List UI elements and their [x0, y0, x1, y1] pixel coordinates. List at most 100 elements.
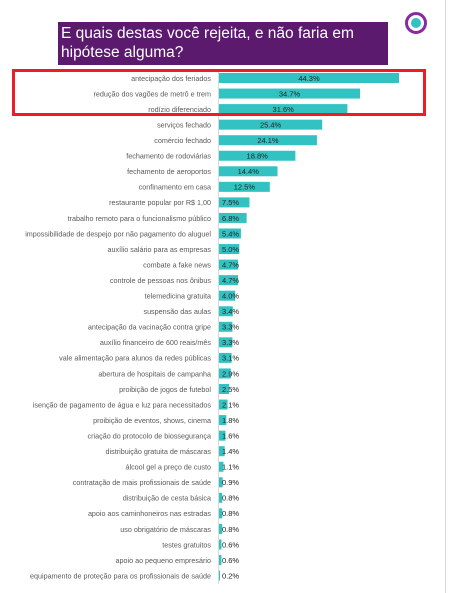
value-label: 0.8% — [222, 509, 239, 518]
category-label: comércio fechado — [154, 136, 211, 145]
bar — [219, 352, 232, 363]
bar — [219, 430, 226, 441]
category-label: auxílio financeiro de 600 reais/mês — [100, 338, 211, 347]
bar — [219, 104, 348, 115]
category-label: apoio ao pequeno empresário — [115, 556, 211, 565]
category-label: combate a fake news — [143, 260, 211, 269]
bar — [219, 197, 250, 208]
bar — [219, 73, 399, 83]
value-label: 44.3% — [298, 74, 320, 83]
category-label: distribuição de cesta básica — [123, 494, 211, 503]
category-label: auxílio salário para as empresas — [108, 245, 212, 254]
logo-inner-dot — [411, 18, 421, 28]
value-label: 1.8% — [222, 416, 239, 425]
bar — [219, 321, 233, 332]
value-label: 2.9% — [222, 369, 239, 378]
bar — [219, 539, 222, 550]
bar — [219, 570, 220, 581]
category-label: serviços fechado — [157, 120, 211, 129]
category-label: uso obrigatório de máscaras — [120, 525, 211, 534]
bar — [219, 399, 228, 410]
bar — [219, 523, 223, 534]
category-label: criação do protocolo de biossegurança — [88, 431, 211, 440]
bar — [219, 508, 223, 519]
value-label: 18.8% — [247, 152, 269, 161]
category-label: isenção de pagamento de água e luz para … — [33, 400, 212, 409]
bar — [219, 119, 323, 130]
bar — [219, 244, 240, 255]
category-label: antecipação da vacinação contra gripe — [88, 323, 211, 332]
value-label: 6.8% — [222, 214, 239, 223]
category-label: telemedicina gratuita — [145, 292, 211, 301]
value-label: 1.4% — [222, 447, 239, 456]
bar — [219, 492, 223, 503]
value-label: 2.1% — [222, 400, 239, 409]
value-label: 5.0% — [222, 245, 239, 254]
value-label: 4.7% — [222, 260, 239, 269]
bar — [219, 306, 233, 317]
bar — [219, 555, 222, 566]
bar — [219, 368, 231, 379]
category-label: trabalho remoto para o funcionalismo púb… — [68, 214, 211, 223]
value-label: 3.4% — [222, 307, 239, 316]
value-label: 14.4% — [238, 167, 260, 176]
value-label: 31.6% — [273, 105, 295, 114]
category-label: apoio aos caminhoneiros nas estradas — [88, 509, 211, 518]
bar — [219, 259, 239, 270]
value-label: 3.3% — [222, 323, 239, 332]
value-label: 0.2% — [222, 571, 239, 580]
category-label: suspensão das aulas — [143, 307, 211, 316]
value-label: 1.1% — [222, 463, 239, 472]
value-label: 4.7% — [222, 276, 239, 285]
highlight-box — [12, 69, 426, 116]
value-label: 3.1% — [222, 354, 239, 363]
bar — [219, 228, 241, 239]
category-label: fechamento de rodoviárias — [126, 152, 211, 161]
bar — [219, 477, 223, 488]
category-label: proibição de jogos de futebol — [119, 385, 211, 394]
value-label: 4.0% — [222, 292, 239, 301]
category-label: distribuição gratuita de máscaras — [106, 447, 212, 456]
bar — [219, 212, 247, 223]
category-label: testes gratuitos — [162, 540, 211, 549]
value-label: 7.5% — [222, 198, 239, 207]
category-label: contratação de mais profissionais de saú… — [73, 478, 211, 487]
bar — [219, 337, 233, 348]
category-label: controle de pessoas nos ônibus — [110, 276, 211, 285]
bar — [219, 290, 236, 301]
category-label: impossibilidade de despejo por não pagam… — [25, 229, 211, 238]
bar — [219, 461, 224, 472]
bar — [219, 181, 270, 192]
category-label: fechamento de aeroportos — [127, 167, 211, 176]
value-label: 2.5% — [222, 385, 239, 394]
value-label: 24.1% — [257, 136, 279, 145]
category-label: abertura de hospitais de campanha — [98, 369, 211, 378]
category-label: álcool gel a preço de custo — [125, 463, 211, 472]
bar — [219, 275, 239, 286]
value-label: 34.7% — [279, 89, 301, 98]
value-label: 1.6% — [222, 431, 239, 440]
value-label: 3.3% — [222, 338, 239, 347]
category-label: equipamento de proteção para os profissi… — [30, 571, 211, 580]
bar — [219, 415, 227, 426]
category-label: redução dos vagões de metrô e trem — [94, 89, 211, 98]
value-label: 0.6% — [222, 556, 239, 565]
value-label: 12.5% — [234, 183, 256, 192]
value-label: 0.9% — [222, 478, 239, 487]
category-label: antecipação dos feriados — [131, 74, 211, 83]
value-label: 0.6% — [222, 540, 239, 549]
category-label: rodízio diferenciado — [148, 105, 211, 114]
logo-circle-icon — [405, 12, 427, 34]
bar — [219, 135, 317, 146]
bar — [219, 384, 230, 394]
value-label: 5.4% — [222, 229, 239, 238]
category-label: confinamento em casa — [139, 183, 211, 192]
value-label: 0.8% — [222, 525, 239, 534]
bar — [219, 446, 225, 457]
category-label: vale alimentação para alunos da redes pú… — [59, 354, 211, 363]
category-label: proibição de eventos, shows, cinema — [93, 416, 211, 425]
category-label: restaurante popular por R$ 1,00 — [109, 198, 211, 207]
bar — [219, 166, 278, 177]
